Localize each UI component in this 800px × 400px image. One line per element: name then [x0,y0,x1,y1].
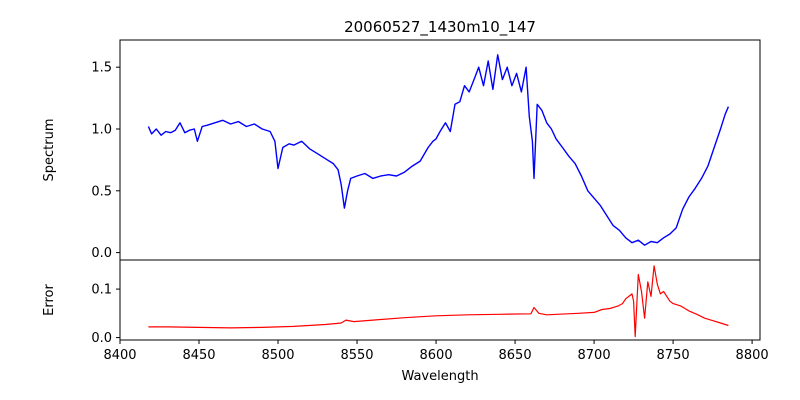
error-axes-frame [119,259,761,341]
spectrum-y-tick-label: 0.5 [91,184,112,199]
error-y-tick-label: 0.1 [91,283,112,298]
spectrum-y-tick-label: 0.0 [91,246,112,261]
x-tick-label: 8550 [340,348,373,363]
error-panel: 0.0 0.1 Error [42,259,761,346]
x-tick-label: 8600 [420,348,453,363]
x-axis-ticks: 8400 8450 8500 8550 8600 8650 8700 8750 8800 [103,340,769,363]
x-tick-label: 8800 [736,348,769,363]
spectrum-y-ticks: 0.0 0.5 1.0 1.5 [91,61,120,261]
x-axis-label: Wavelength [401,369,478,384]
x-tick-label: 8500 [261,348,294,363]
spectrum-y-tick-label: 1.0 [91,122,112,137]
x-tick-label: 8750 [657,348,690,363]
spectrum-series-line [147,54,730,246]
x-tick-label: 8650 [499,348,532,363]
spectrum-panel: 0.0 0.5 1.0 1.5 Spectrum [42,39,761,261]
x-tick-label: 8700 [578,348,611,363]
x-tick-label: 8400 [103,348,136,363]
x-tick-label: 8450 [182,348,215,363]
chart-title: 20060527_1430m10_147 [344,18,536,37]
error-y-ticks: 0.0 0.1 [91,283,120,346]
spectrum-y-axis-label: Spectrum [42,119,57,182]
error-y-axis-label: Error [42,284,57,316]
spectrum-y-tick-label: 1.5 [91,61,112,76]
error-series-line [148,265,729,338]
error-y-tick-label: 0.0 [91,331,112,346]
